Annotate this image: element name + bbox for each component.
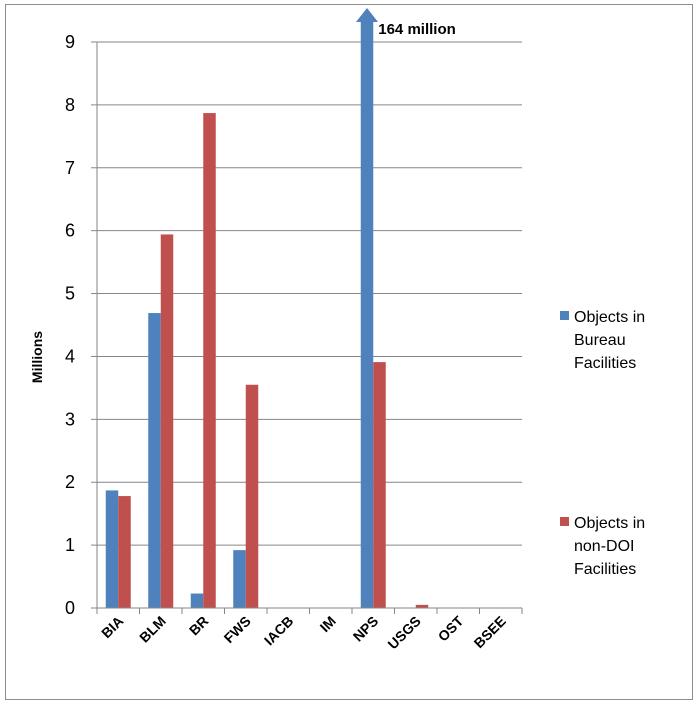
bar-usgs-1 <box>415 604 429 608</box>
x-tick-label-iacb: IACB <box>261 613 297 649</box>
legend-label-line: Objects in <box>574 309 645 326</box>
bar-bia-0 <box>105 490 119 608</box>
legend-swatch-0 <box>560 311 569 320</box>
legend-label-line: Bureau <box>574 332 626 349</box>
bar-nps-0 <box>360 22 374 608</box>
x-tick-label-ost: OST <box>435 612 467 644</box>
x-tick-label-usgs: USGS <box>384 613 423 652</box>
y-tick-label-7: 7 <box>65 158 75 178</box>
y-axis-ticks: 0 1 2 3 4 5 6 7 8 9 <box>65 32 97 618</box>
x-tick-label-br: BR <box>186 613 212 639</box>
x-tick-label-fws: FWS <box>221 613 254 646</box>
bar-bia-1 <box>118 496 131 608</box>
legend-label-line: non-DOI <box>574 538 634 555</box>
bars <box>105 8 429 608</box>
bar-fws-0 <box>233 550 246 608</box>
y-tick-label-9: 9 <box>65 32 75 52</box>
legend-label-line: Facilities <box>574 355 636 372</box>
bar-br-1 <box>203 113 216 608</box>
bar-fws-1 <box>245 384 259 608</box>
legend-label-line: Objects in <box>574 515 645 532</box>
y-axis-label: Millions <box>29 331 45 383</box>
legend: Objects in Bureau Facilities Objects in non-… <box>560 309 645 578</box>
y-tick-label-2: 2 <box>65 472 75 492</box>
x-tick-label-im: IM <box>317 613 339 635</box>
x-tick-label-blm: BLM <box>136 613 169 646</box>
bar-br-0 <box>190 593 204 608</box>
legend-label-1: Objects in non-DOI Facilities <box>574 515 645 578</box>
x-axis-labels: BIA BLM BR FWS IACB IM NPS USGS OST BSEE <box>98 612 509 652</box>
y-tick-label-4: 4 <box>65 346 75 366</box>
bar-blm-1 <box>160 234 174 608</box>
legend-label-0: Objects in Bureau Facilities <box>574 309 645 372</box>
legend-label-line: Facilities <box>574 561 636 578</box>
x-tick-label-bsee: BSEE <box>471 613 509 651</box>
legend-swatch-1 <box>560 517 569 526</box>
y-tick-label-5: 5 <box>65 284 75 304</box>
axes <box>96 42 523 614</box>
annotation-label: 164 million <box>378 21 456 38</box>
y-tick-label-6: 6 <box>65 221 75 241</box>
x-tick-label-bia: BIA <box>98 613 126 641</box>
y-tick-label-0: 0 <box>65 598 75 618</box>
annotations: 164 million <box>378 21 456 38</box>
x-tick-label-nps: NPS <box>350 613 382 645</box>
y-tick-label-1: 1 <box>65 535 75 555</box>
arrow-head-nps <box>356 8 378 22</box>
bar-blm-0 <box>148 313 161 608</box>
bar-nps-1 <box>373 362 386 608</box>
y-tick-label-3: 3 <box>65 409 75 429</box>
y-tick-label-8: 8 <box>65 95 75 115</box>
